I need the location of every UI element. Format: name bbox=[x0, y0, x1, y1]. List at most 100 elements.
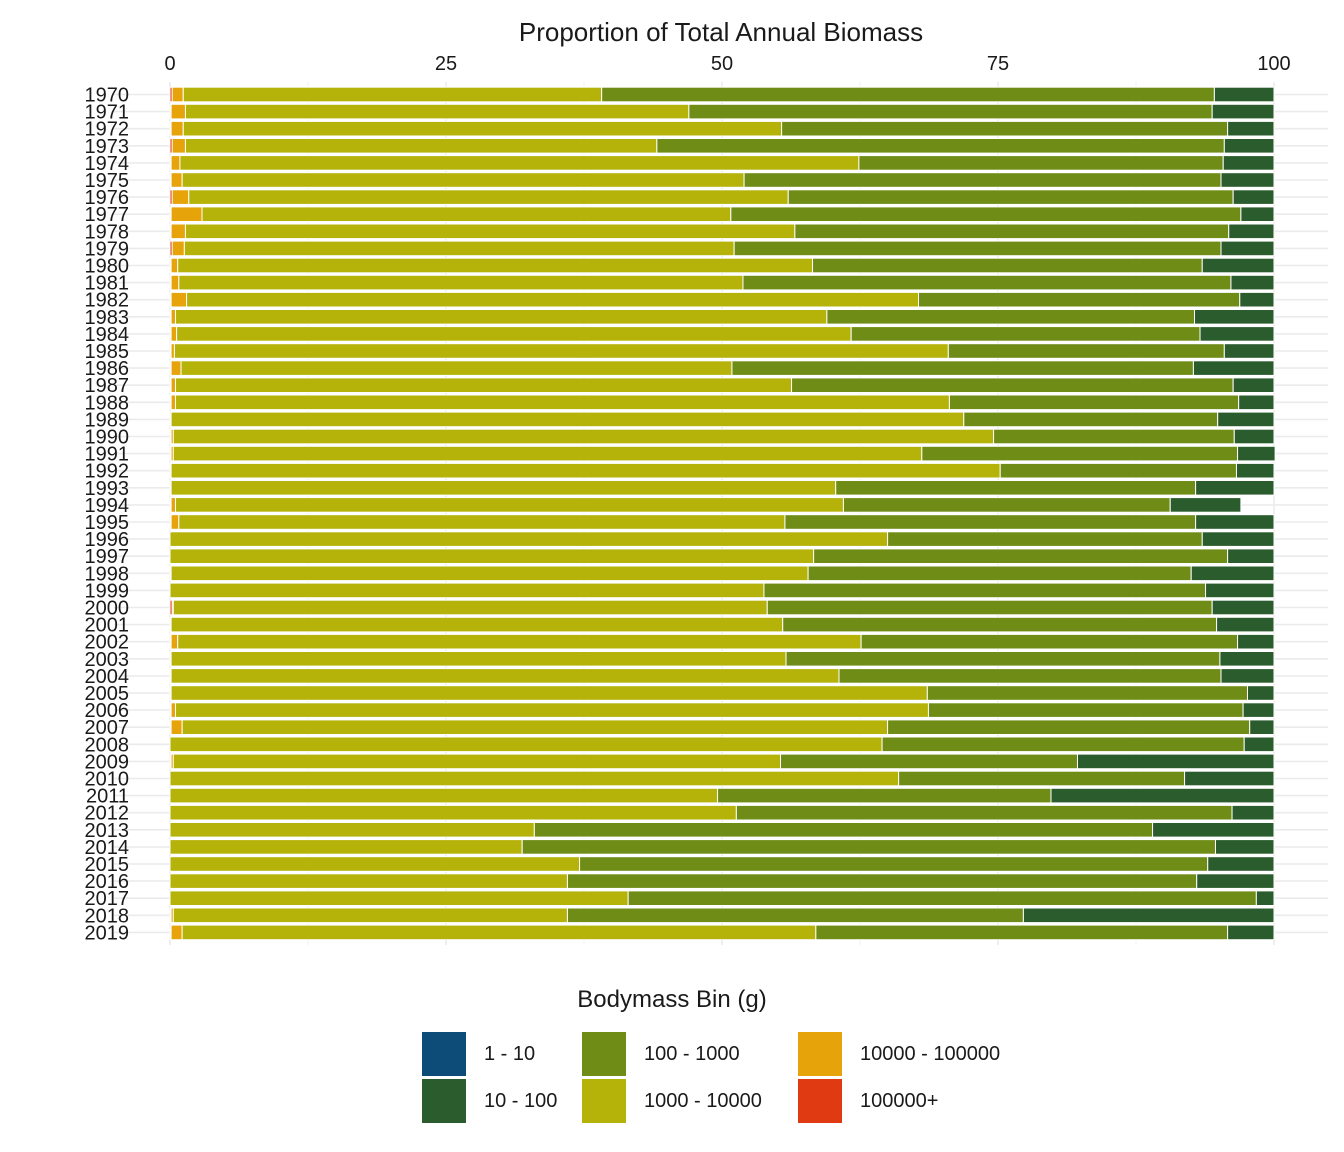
bar-segment bbox=[1211, 599, 1275, 616]
bar-segment bbox=[175, 309, 828, 325]
legend-swatch bbox=[582, 1079, 626, 1123]
bar-segment bbox=[688, 103, 1213, 120]
bar-segment bbox=[566, 907, 1024, 924]
bar-segment bbox=[1239, 291, 1275, 308]
bar-segment bbox=[170, 309, 177, 325]
bar-segment bbox=[169, 736, 883, 753]
bar-segment bbox=[170, 685, 928, 701]
y-tick-label: 1987 bbox=[85, 375, 130, 397]
y-tick-label: 1979 bbox=[85, 238, 130, 260]
bar-segment bbox=[1237, 445, 1276, 462]
bar-segment bbox=[1223, 343, 1275, 359]
bar-segment bbox=[601, 86, 1215, 103]
bar-segment bbox=[1220, 668, 1275, 684]
y-tick-label: 2012 bbox=[85, 803, 130, 825]
bar-segment bbox=[177, 633, 862, 650]
bar-segment bbox=[1220, 240, 1275, 257]
bar-segment bbox=[170, 326, 178, 342]
legend-label: 1000 - 10000 bbox=[644, 1089, 762, 1112]
bar-segment bbox=[173, 343, 949, 359]
bar-segment bbox=[1199, 326, 1275, 342]
y-tick-label: 2003 bbox=[85, 649, 130, 671]
bar-segment bbox=[743, 172, 1222, 188]
bar-segment bbox=[947, 343, 1225, 359]
y-tick-label: 2004 bbox=[85, 666, 130, 688]
bar-segment bbox=[1214, 839, 1275, 855]
bar-segment bbox=[170, 257, 179, 274]
bar-segment bbox=[566, 873, 1198, 889]
y-tick-label: 2018 bbox=[85, 905, 130, 927]
y-tick-label: 2015 bbox=[85, 854, 130, 876]
y-tick-label: 2002 bbox=[85, 632, 130, 654]
y-tick-label: 1988 bbox=[85, 392, 130, 414]
bar-segment bbox=[733, 240, 1222, 257]
x-tick-label: 25 bbox=[435, 53, 457, 75]
legend-item: 1 - 10 bbox=[422, 1031, 535, 1077]
bar-segment bbox=[1235, 462, 1275, 479]
bar-segment bbox=[170, 616, 784, 633]
bar-segment bbox=[1194, 309, 1275, 325]
x-tick-label: 100 bbox=[1257, 53, 1290, 75]
y-tick-label: 1981 bbox=[85, 273, 130, 295]
y-tick-label: 1970 bbox=[85, 85, 130, 107]
bar-segment bbox=[1243, 736, 1275, 753]
bar-segment bbox=[813, 548, 1229, 565]
bar-segment bbox=[170, 223, 186, 240]
bar-segment bbox=[170, 206, 203, 222]
y-tick-label: 1994 bbox=[85, 495, 130, 517]
bar-segment bbox=[181, 719, 889, 736]
y-tick-label: 1996 bbox=[85, 529, 130, 551]
bar-segment bbox=[993, 428, 1235, 445]
bar-segment bbox=[826, 309, 1196, 325]
legend-swatch bbox=[582, 1032, 626, 1076]
bar-segment bbox=[807, 565, 1192, 582]
bar-segment bbox=[201, 206, 732, 222]
legend-item: 1000 - 10000 bbox=[582, 1078, 762, 1124]
bar-segment bbox=[172, 753, 782, 770]
bar-segment bbox=[1213, 86, 1275, 103]
bar-segment bbox=[787, 189, 1234, 205]
bar-segment bbox=[1152, 822, 1275, 838]
y-tick-label: 2000 bbox=[85, 598, 130, 620]
y-tick-label: 1983 bbox=[85, 307, 130, 329]
bar-segment bbox=[1242, 702, 1275, 718]
bar-segment bbox=[170, 514, 180, 530]
bar-segment bbox=[175, 377, 793, 393]
bar-segment bbox=[1231, 804, 1275, 821]
bar-segment bbox=[963, 411, 1219, 428]
bar-segment bbox=[171, 138, 186, 154]
bar-segment bbox=[999, 462, 1237, 479]
bar-segment bbox=[169, 856, 581, 872]
bar-segment bbox=[1230, 274, 1275, 291]
bar-segment bbox=[887, 719, 1251, 736]
bar-segment bbox=[178, 514, 786, 530]
bar-segment bbox=[184, 103, 690, 120]
legend-item: 100000+ bbox=[798, 1078, 938, 1124]
bar-segment bbox=[1228, 223, 1275, 240]
legend-label: 100 - 1000 bbox=[644, 1042, 740, 1065]
bar-segment bbox=[717, 787, 1052, 804]
chart-title: Proportion of Total Annual Biomass bbox=[519, 17, 923, 47]
y-tick-label: 2005 bbox=[85, 683, 130, 705]
bar-segment bbox=[170, 120, 184, 137]
bar-segment bbox=[926, 685, 1249, 701]
bar-segment bbox=[794, 223, 1230, 240]
bar-segment bbox=[184, 138, 658, 154]
y-axis-ticks: 1970197119721973197419751976197719781979… bbox=[85, 85, 130, 945]
bar-segment bbox=[170, 377, 177, 393]
bar-segment bbox=[1227, 924, 1275, 941]
bar-segment bbox=[627, 890, 1257, 907]
bar-segment bbox=[898, 770, 1186, 787]
y-tick-label: 2009 bbox=[85, 751, 130, 773]
bar-segment bbox=[172, 428, 995, 445]
y-tick-label: 2006 bbox=[85, 700, 130, 722]
bar-segment bbox=[1249, 719, 1275, 736]
x-tick-label: 50 bbox=[711, 53, 733, 75]
y-tick-label: 1971 bbox=[85, 102, 130, 124]
y-tick-label: 1992 bbox=[85, 461, 130, 483]
bar-segment bbox=[579, 856, 1209, 872]
bar-segment bbox=[860, 633, 1239, 650]
bar-segment bbox=[169, 787, 719, 804]
legend-item: 10 - 100 bbox=[422, 1078, 557, 1124]
bar-segment bbox=[791, 377, 1234, 393]
